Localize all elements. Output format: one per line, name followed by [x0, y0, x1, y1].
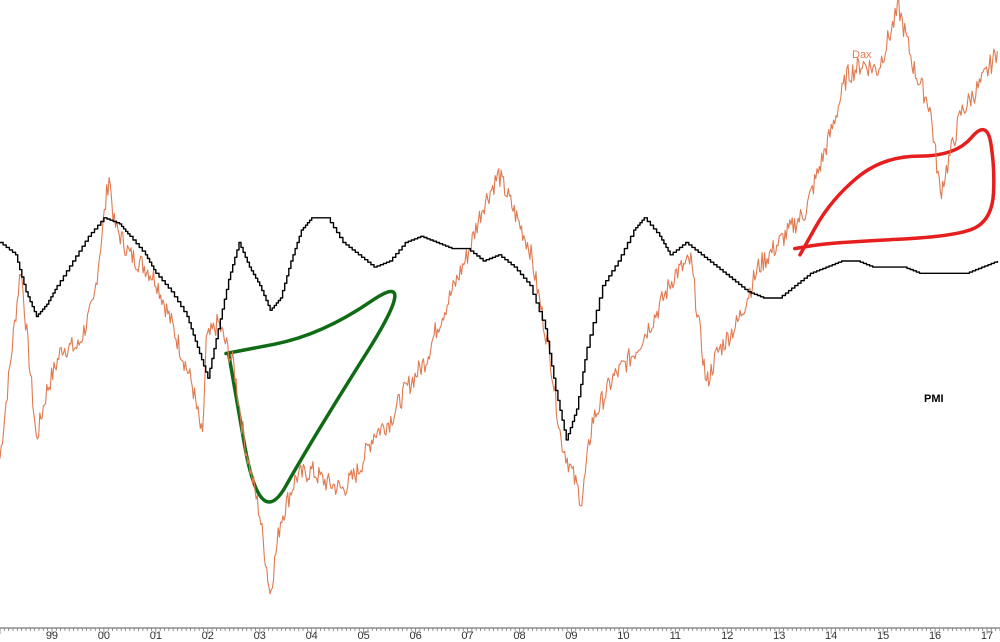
series-label-pmi: PMI [924, 393, 944, 405]
annotation-layer [224, 128, 996, 504]
x-tick-label: 00 [98, 630, 110, 642]
x-tick-label: 09 [565, 630, 577, 642]
x-tick-label: 01 [150, 630, 162, 642]
legend-layer: Dax PMI [852, 49, 944, 405]
x-tick-label: 12 [721, 630, 733, 642]
x-tick-label: 17 [981, 630, 993, 642]
x-tick-label: 16 [929, 630, 941, 642]
x-tick-label: 05 [358, 630, 370, 642]
x-tick-label: 06 [409, 630, 421, 642]
x-tick-label: 11 [670, 630, 681, 642]
x-tick-label: 99 [46, 630, 58, 642]
annotation-loop-1 [224, 289, 397, 504]
x-tick-label: 02 [202, 630, 214, 642]
x-axis: 99 00 01 02 03 04 05 06 07 08 09 10 11 12 13 14 15 16 17 [0, 627, 1000, 642]
x-tick-label: 04 [306, 630, 318, 642]
annotation-loop-2 [793, 128, 996, 257]
x-tick-label: 07 [461, 630, 473, 642]
x-tick-label: 13 [773, 630, 785, 642]
x-tick-label: 10 [617, 630, 629, 642]
series-label-dax: Dax [852, 49, 872, 61]
x-tick-label: 03 [254, 630, 266, 642]
series-line-dax [0, 0, 998, 595]
x-tick-label: 14 [825, 630, 837, 642]
series-layer [0, 0, 999, 595]
x-tick-label: 15 [877, 630, 889, 642]
series-line-pmi [0, 217, 999, 441]
x-tick-label: 08 [513, 630, 525, 642]
